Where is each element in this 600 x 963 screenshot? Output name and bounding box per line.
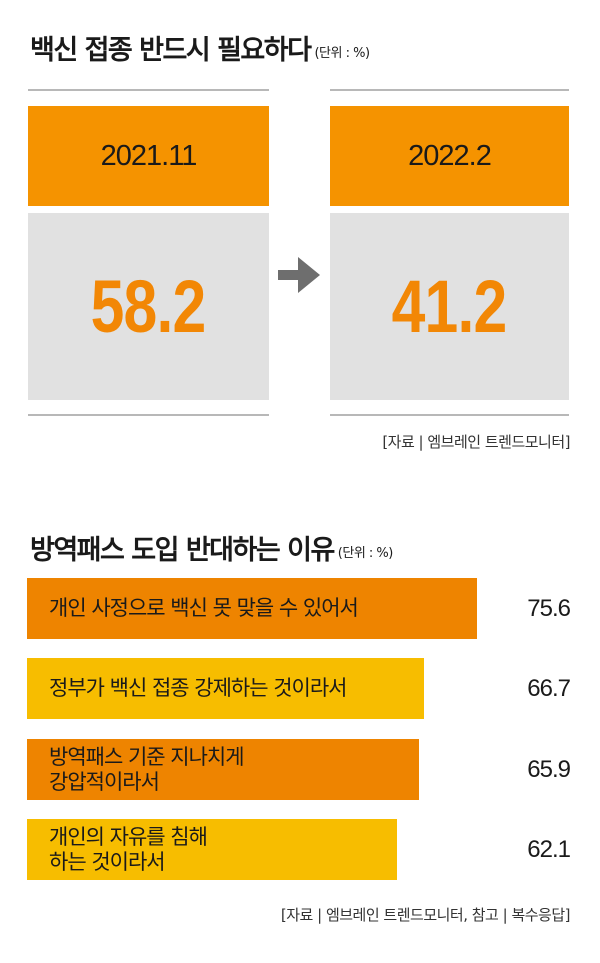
reason-bar: 개인의 자유를 침해 하는 것이라서 bbox=[27, 819, 397, 880]
right-arrow-icon bbox=[278, 257, 320, 293]
reasons-section-title: 방역패스 도입 반대하는 이유 (단위 : %) bbox=[30, 528, 393, 567]
reason-bar: 개인 사정으로 백신 못 맞을 수 있어서 bbox=[27, 578, 477, 639]
date-box-after: 2022.2 bbox=[330, 106, 569, 206]
reason-bar-label: 개인의 자유를 침해 하는 것이라서 bbox=[49, 825, 208, 874]
value-after-text: 41.2 bbox=[392, 265, 508, 348]
value-box-before: 58.2 bbox=[28, 213, 269, 400]
date-box-before: 2021.11 bbox=[28, 106, 269, 206]
value-box-after: 41.2 bbox=[330, 213, 569, 400]
reason-bar: 정부가 백신 접종 강제하는 것이라서 bbox=[27, 658, 424, 719]
divider-bottom-right bbox=[330, 414, 569, 416]
divider-top-left bbox=[28, 89, 269, 91]
reasons-unit-label: (단위 : %) bbox=[337, 546, 394, 561]
date-after-text: 2022.2 bbox=[408, 139, 492, 172]
reasons-source-note: [자료 | 엠브레인 트렌드모니터, 참고 | 복수응답] bbox=[280, 906, 571, 924]
vaccine-title-text: 백신 접종 반드시 필요하다 bbox=[30, 35, 312, 66]
reason-bar-label: 방역패스 기준 지나치게 강압적이라서 bbox=[49, 745, 245, 794]
reason-bar-label: 개인 사정으로 백신 못 맞을 수 있어서 bbox=[49, 596, 359, 621]
reason-bar-value: 62.1 bbox=[527, 835, 571, 863]
reason-bar-value: 65.9 bbox=[527, 755, 571, 783]
divider-top-right bbox=[330, 89, 569, 91]
reason-bar-value: 75.6 bbox=[527, 594, 571, 622]
reason-bar: 방역패스 기준 지나치게 강압적이라서 bbox=[27, 739, 419, 800]
vaccine-source-note: [자료 | 엠브레인 트렌드모니터] bbox=[382, 433, 570, 451]
divider-bottom-left bbox=[28, 414, 269, 416]
reason-bar-value: 66.7 bbox=[527, 674, 571, 702]
vaccine-section-title: 백신 접종 반드시 필요하다 (단위 : %) bbox=[30, 28, 370, 67]
value-before-text: 58.2 bbox=[91, 265, 207, 348]
date-before-text: 2021.11 bbox=[100, 139, 198, 172]
vaccine-unit-label: (단위 : %) bbox=[314, 46, 370, 61]
reason-bar-label: 정부가 백신 접종 강제하는 것이라서 bbox=[49, 676, 347, 701]
reasons-title-text: 방역패스 도입 반대하는 이유 bbox=[30, 535, 335, 566]
